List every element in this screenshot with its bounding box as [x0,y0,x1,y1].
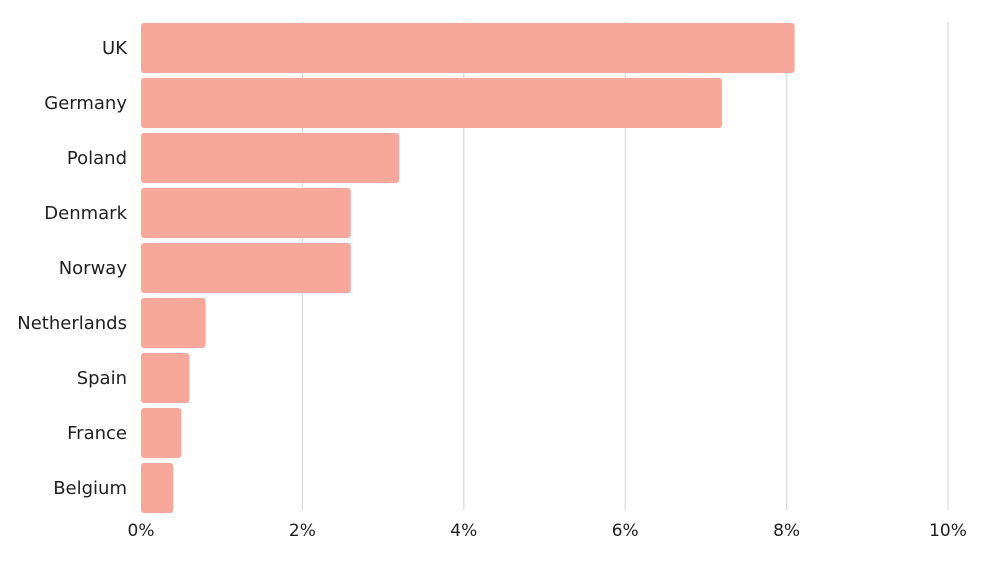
category-label-belgium: Belgium [53,478,127,499]
category-label-norway: Norway [59,258,128,279]
bar-belgium [141,463,174,513]
category-label-denmark: Denmark [44,203,127,224]
bar-netherlands [141,298,206,348]
category-label-germany: Germany [44,93,127,114]
x-tick-label-2: 2% [289,521,316,541]
x-tick-label-10: 10% [929,521,967,541]
x-axis-tick-labels: 0% 2% 4% 6% 8% 10% [128,521,967,541]
bar-uk [141,23,795,73]
bar-spain [141,353,190,403]
bar-poland [141,133,400,183]
bar-norway [141,243,351,293]
category-label-netherlands: Netherlands [17,313,127,334]
category-label-uk: UK [102,38,128,59]
bar-france [141,408,182,458]
x-tick-label-0: 0% [128,521,155,541]
bars [141,23,795,513]
category-labels: UK Germany Poland Denmark Norway Netherlands S… [17,38,128,499]
category-label-spain: Spain [77,368,127,389]
bar-denmark [141,188,351,238]
x-tick-label-6: 6% [612,521,639,541]
x-tick-label-8: 8% [773,521,800,541]
bar-germany [141,78,723,128]
category-label-france: France [67,423,127,444]
category-label-poland: Poland [67,148,127,169]
x-tick-label-4: 4% [450,521,477,541]
